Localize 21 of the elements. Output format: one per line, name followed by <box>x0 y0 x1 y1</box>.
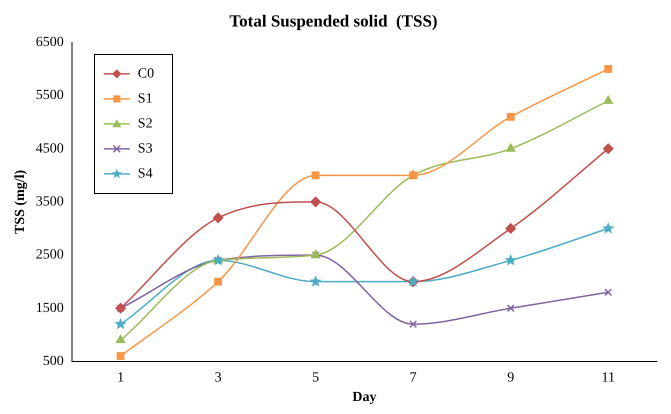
x-axis-title: Day <box>352 390 376 406</box>
y-tick-label: 4500 <box>36 141 64 156</box>
x-tick-label: 1 <box>117 370 124 386</box>
chart-title: Total Suspended solid (TSS) <box>229 12 438 31</box>
x-tick-label: 11 <box>601 370 615 386</box>
legend-label: S1 <box>138 92 153 107</box>
y-tick-label: 5500 <box>36 88 64 104</box>
y-tick-label: 6500 <box>36 35 64 50</box>
x-tick-label: 3 <box>214 370 222 386</box>
legend-label: S2 <box>138 116 153 132</box>
y-tick-label: 3500 <box>36 194 64 210</box>
legend-label: S4 <box>138 166 153 182</box>
y-tick-label: 2500 <box>36 248 64 263</box>
legend-label: C0 <box>138 66 154 82</box>
x-tick-label: 9 <box>507 370 514 386</box>
y-tick-label: 1500 <box>36 300 64 316</box>
x-tick-label: 7 <box>410 370 417 386</box>
y-tick-label: 500 <box>42 354 64 370</box>
legend-label: S3 <box>138 142 153 157</box>
y-axis-title: TSS (mg/l) <box>13 169 28 234</box>
x-tick-label: 5 <box>312 370 320 386</box>
